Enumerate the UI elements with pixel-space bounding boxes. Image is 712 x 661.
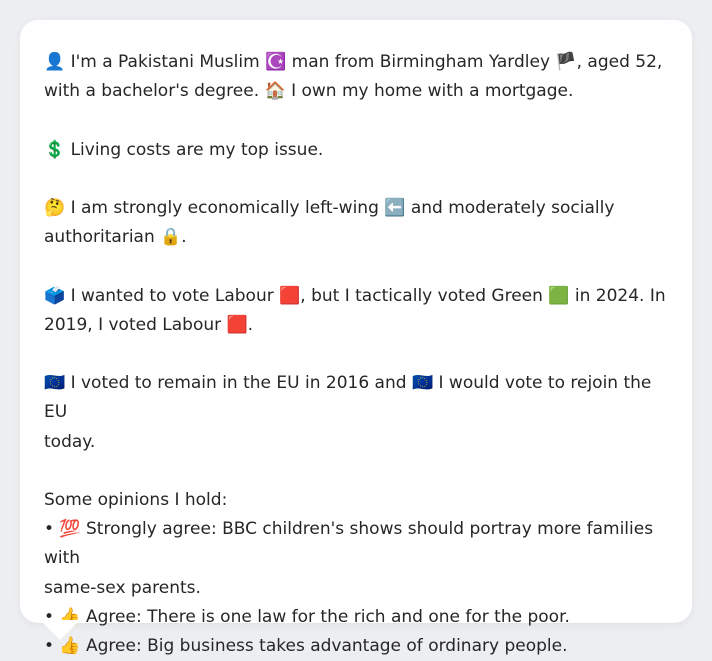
spacer [44, 340, 668, 369]
bio-line-1: 👤 I'm a Pakistani Muslim ☪️ man from Bir… [44, 52, 663, 72]
vote-line-2: 2019, I voted Labour 🟥. [44, 314, 254, 335]
eu-line-1: 🇪🇺 I voted to remain in the EU in 2016 a… [44, 373, 652, 423]
opinions-heading: Some opinions I hold: [44, 489, 228, 510]
opinion-item-1-line-1: • 💯 Strongly agree: BBC children's shows… [44, 519, 654, 569]
spacer [44, 457, 668, 486]
vote-line-1: 🗳️ I wanted to vote Labour 🟥, but I tact… [44, 285, 666, 306]
spacer [44, 165, 668, 194]
top-issue: 💲 Living costs are my top issue. [44, 139, 324, 160]
politics-line-1: 🤔 I am strongly economically left-wing ⬅… [44, 197, 615, 218]
spacer [44, 106, 668, 135]
opinion-item-3: • 👍 Agree: Big business takes advantage … [44, 635, 568, 656]
politics-line-2: authoritarian 🔒. [44, 227, 187, 248]
bio-line-2: with a bachelor's degree. 🏠 I own my hom… [44, 81, 574, 102]
opinion-item-2: • 👍 Agree: There is one law for the rich… [44, 606, 570, 627]
opinion-item-1-line-2: same-sex parents. [44, 577, 201, 598]
speech-bubble-tail [40, 620, 80, 640]
spacer [44, 252, 668, 281]
profile-card: 👤 I'm a Pakistani Muslim ☪️ man from Bir… [20, 20, 692, 656]
eu-line-2: today. [44, 431, 96, 452]
